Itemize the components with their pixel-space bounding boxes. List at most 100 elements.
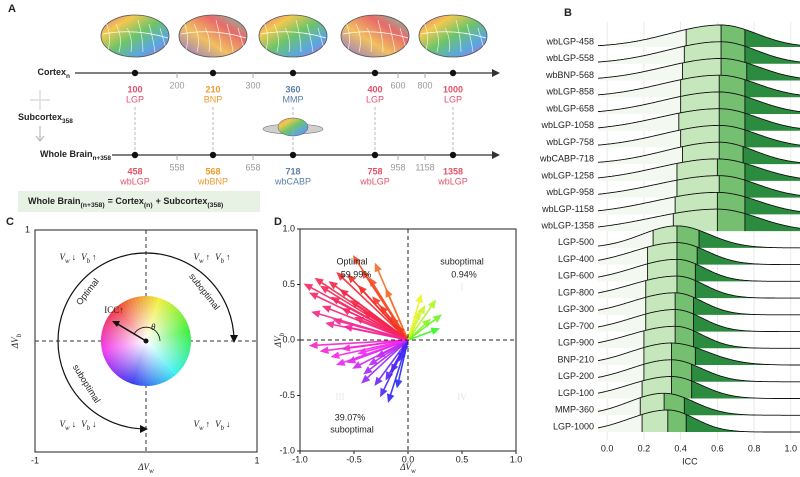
ridge-segment bbox=[676, 225, 699, 248]
ridge-segment bbox=[667, 410, 687, 432]
ridge-segment bbox=[684, 41, 722, 64]
ridge-segment bbox=[680, 75, 720, 98]
theta-label: θ bbox=[151, 322, 156, 332]
ridge-segment bbox=[695, 347, 800, 366]
atlas-size: 568 bbox=[205, 166, 220, 176]
vector-arrow bbox=[330, 296, 409, 341]
text-part: ΔV bbox=[10, 336, 20, 349]
ridge-outline bbox=[597, 225, 800, 249]
subscript: w bbox=[199, 425, 204, 432]
x-tick-label: 1 bbox=[254, 455, 259, 465]
subscript: n bbox=[66, 73, 70, 80]
ridge-segment bbox=[684, 397, 800, 416]
ridge-outline bbox=[597, 376, 800, 399]
y-axis-label: ΔVb bbox=[10, 333, 23, 349]
subscript: b bbox=[278, 332, 286, 336]
ridge-segment bbox=[693, 330, 800, 349]
y-tick-label: LGP-500 bbox=[558, 237, 594, 247]
subscript: b bbox=[87, 258, 91, 265]
text-part: ΔV bbox=[273, 335, 283, 348]
ridge-segment bbox=[598, 314, 646, 332]
whole-brain-label: Whole Brainn+358 bbox=[40, 149, 111, 161]
x-tick-label: 0.2 bbox=[638, 443, 651, 453]
text-part: Whole Brain bbox=[40, 149, 93, 159]
y-tick-label: wbLGP-458 bbox=[545, 36, 594, 46]
subscript: w bbox=[149, 467, 154, 475]
ridge-segment bbox=[697, 247, 800, 265]
ridge-outline bbox=[597, 141, 800, 163]
ridge-segment bbox=[719, 75, 745, 98]
ridge-segment bbox=[675, 292, 694, 315]
ridge-segment bbox=[598, 146, 683, 165]
icc-label: ICC↑ bbox=[104, 305, 124, 315]
quadrant-label: Vw ↑ Vb ↓ bbox=[194, 419, 231, 432]
y-tick-label: wbLGP-1358 bbox=[540, 221, 594, 231]
ridge-outline bbox=[598, 108, 800, 129]
y-axis-label: ΔVb bbox=[273, 332, 286, 348]
annotation: 59.99% bbox=[341, 269, 372, 279]
ridge-segment bbox=[642, 410, 668, 432]
arc-arrowhead bbox=[230, 335, 238, 343]
brain-image bbox=[178, 14, 248, 58]
brain-parcel-line bbox=[295, 19, 302, 53]
ridge-segment bbox=[686, 25, 722, 47]
y-tick-label: wbLGP-858 bbox=[545, 87, 594, 97]
timeline-tick-label: 658 bbox=[245, 162, 260, 172]
brain-shape bbox=[340, 14, 410, 58]
y-tick-label: wbLGP-758 bbox=[545, 137, 594, 147]
ridge-outline bbox=[597, 342, 800, 366]
y-tick-label: wbLGP-558 bbox=[545, 53, 594, 63]
ridge-segment bbox=[693, 297, 800, 315]
x-tick-label: 1.0 bbox=[785, 443, 798, 453]
atlas-size: 758 bbox=[367, 166, 382, 176]
brain-parcel-line bbox=[148, 23, 156, 53]
brain-parcel-line bbox=[344, 19, 350, 53]
text-part: ↓ bbox=[226, 419, 231, 429]
annotation: suboptimal bbox=[330, 424, 374, 434]
ridge-segment bbox=[675, 309, 694, 332]
x-tick-label: -1 bbox=[31, 455, 39, 465]
quadrant-numeral: III bbox=[336, 392, 345, 402]
atlas-name: MMP bbox=[283, 94, 304, 104]
atlas-size: 100 bbox=[127, 84, 142, 94]
brain-parcel-line bbox=[215, 19, 222, 53]
ridge-segment bbox=[598, 414, 643, 432]
brain-parcel-line bbox=[126, 27, 132, 53]
y-tick-label: wbBNP-568 bbox=[545, 70, 594, 80]
ridge-segment bbox=[717, 209, 745, 232]
timeline-tick-label: 600 bbox=[390, 80, 405, 90]
ridge-segment bbox=[675, 192, 718, 215]
formula-box bbox=[18, 191, 260, 212]
atlas-size: 400 bbox=[367, 84, 382, 94]
atlas-point bbox=[209, 151, 217, 159]
brain-parcel-line bbox=[102, 31, 169, 39]
brain-parcel-line bbox=[420, 31, 487, 39]
text-part: V bbox=[194, 252, 201, 262]
brain-parcel-line bbox=[399, 27, 408, 53]
vector-arrow bbox=[335, 339, 409, 366]
y-tick-label: LGP-800 bbox=[558, 287, 594, 297]
y-tick-label: LGP-400 bbox=[558, 254, 594, 264]
brain-parcel-line bbox=[180, 31, 247, 39]
x-tick-label: 1.0 bbox=[510, 454, 523, 464]
brain-parcel-line bbox=[306, 23, 314, 53]
brain-shape bbox=[178, 14, 248, 58]
ridge-segment bbox=[598, 247, 648, 265]
ridge-segment bbox=[691, 364, 800, 382]
annotation: suboptimal bbox=[440, 256, 484, 266]
timeline-arrow bbox=[492, 69, 500, 77]
y-tick-label: wbLGP-1258 bbox=[540, 170, 594, 180]
ridge-segment bbox=[719, 175, 745, 198]
text-part: Whole Brain bbox=[28, 196, 81, 206]
quadrant-numeral: II bbox=[330, 284, 336, 294]
brain-shape bbox=[100, 14, 170, 58]
vector-arrow bbox=[361, 339, 409, 384]
ridge-segment bbox=[743, 146, 800, 165]
ridge-segment bbox=[693, 314, 800, 332]
quadrant-numeral: I bbox=[461, 282, 464, 292]
ridge-segment bbox=[643, 359, 672, 382]
ridge-segment bbox=[746, 62, 800, 81]
y-tick-label: wbCABP-718 bbox=[539, 154, 594, 164]
text-part: V bbox=[194, 419, 201, 429]
y-tick-label: 1.0 bbox=[282, 223, 295, 233]
